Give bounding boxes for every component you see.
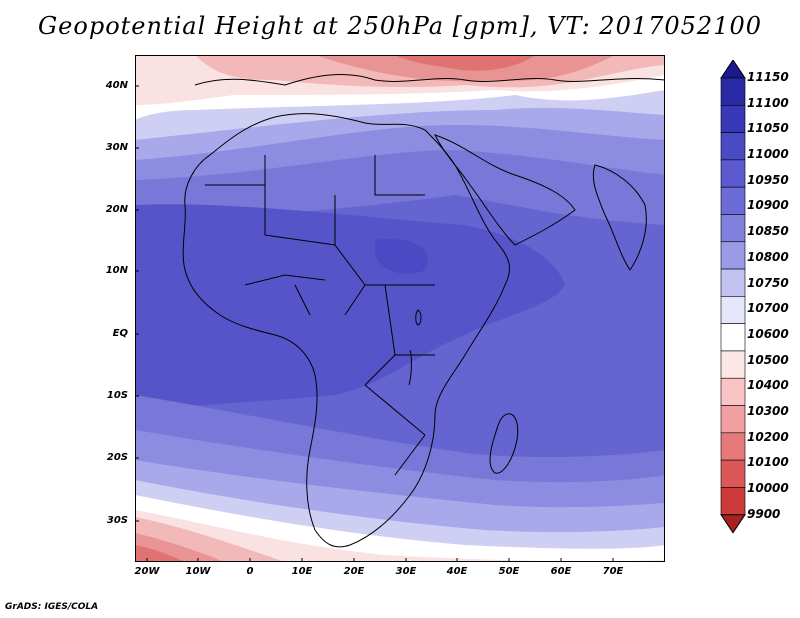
arabia-outline [434, 134, 576, 246]
colorbar-level-label: 10950 [747, 172, 789, 187]
colorbar-swatch [720, 377, 746, 406]
colorbar-swatch [720, 214, 746, 243]
band-10300-north [395, 55, 535, 71]
colorbar-level-label: 10300 [747, 403, 789, 418]
colorbar-swatch [720, 241, 746, 270]
colorbar-level-label: 11150 [747, 70, 789, 84]
lon-label-40e: 40E [446, 566, 468, 577]
colorbar-level-label: 10750 [747, 275, 789, 290]
map-title: Geopotential Height at 250hPa [gpm], VT:… [38, 12, 762, 40]
colorbar-level-label: 10100 [747, 455, 789, 470]
colorbar-swatch [720, 432, 746, 461]
colorbar-level-label: 10500 [747, 352, 789, 367]
lon-label-10e: 10E [291, 566, 313, 577]
africa-outline [182, 113, 510, 548]
colorbar-level-label: 11100 [747, 95, 789, 110]
lake-tanganyika [408, 349, 412, 386]
colorbar-level-label: 10800 [747, 249, 789, 264]
colorbar-swatch [720, 296, 746, 324]
lat-label-30s: 30S [106, 515, 128, 526]
lat-label-30n: 30N [105, 142, 128, 153]
colorbar-level-label: 10000 [747, 481, 789, 496]
map-frame [135, 55, 665, 562]
lon-label-20e: 20E [343, 566, 365, 577]
colorbar-level-label: 10200 [747, 429, 789, 444]
lon-label-30e: 30E [395, 566, 417, 577]
coastlines [182, 74, 665, 548]
band-11000-core [375, 239, 428, 275]
band-10600-south [135, 510, 665, 562]
colorbar-swatch [720, 487, 746, 516]
colorbar-swatch [720, 459, 746, 488]
colorbar [720, 60, 746, 534]
colorbar-swatch [720, 350, 746, 379]
lat-label-20s: 20S [106, 452, 128, 463]
country-borders [205, 155, 435, 476]
colorbar-swatch [720, 132, 746, 161]
colorbar-level-label: 10400 [747, 378, 789, 393]
colorbar-swatch [720, 77, 746, 106]
colorbar-top-triangle [720, 60, 746, 79]
country-borders-west [244, 155, 425, 316]
colorbar-swatch [720, 186, 746, 215]
band-10300-south [135, 545, 185, 562]
colorbar-level-label: 10850 [747, 224, 789, 239]
lat-label-10n: 10N [105, 265, 128, 276]
lat-label-20n: 20N [105, 204, 128, 215]
lat-label-40n: 40N [105, 80, 128, 91]
india-outline [592, 164, 647, 271]
colorbar-bottom-triangle [720, 514, 746, 534]
colorbar-level-label: 11050 [747, 121, 789, 136]
lon-label-20w: 20W [134, 566, 160, 577]
lon-label-60e: 60E [550, 566, 572, 577]
colorbar-level-label: 10600 [747, 326, 789, 341]
colorbar-swatch [720, 323, 746, 352]
colorbar-level-label: 11000 [747, 147, 789, 162]
lon-label-50e: 50E [498, 566, 520, 577]
colorbar-level-label: 9900 [747, 506, 781, 521]
lon-label-10w: 10W [185, 566, 211, 577]
colorbar-swatch [720, 159, 746, 188]
madagascar-outline [489, 413, 519, 474]
lon-label-0: 0 [246, 566, 254, 577]
colorbar-swatch [720, 405, 746, 434]
colorbar-swatch [720, 104, 746, 133]
lon-label-70e: 70E [602, 566, 624, 577]
colorbar-swatch [720, 268, 746, 297]
credit-text: GrADS: IGES/COLA [5, 602, 99, 612]
europe-coast [194, 74, 665, 86]
colorbar-level-label: 10900 [747, 198, 789, 213]
lake-victoria [415, 309, 422, 326]
lat-label-10s: 10S [106, 390, 128, 401]
lat-label-eq: EQ [112, 328, 128, 339]
map-canvas [135, 55, 665, 562]
map-plot [135, 55, 665, 562]
colorbar-level-label: 10700 [747, 301, 789, 316]
